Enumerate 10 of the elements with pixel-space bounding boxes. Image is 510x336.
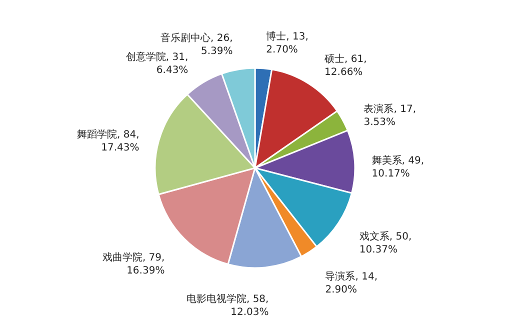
- slice-label: 舞美系, 49, 10.17%: [372, 154, 424, 180]
- slice-label: 表演系, 17, 3.53%: [364, 103, 416, 128]
- slice-label: 电影电视学院, 58, 12.03%: [186, 293, 269, 318]
- slice-label: 戏曲学院, 79, 16.39%: [102, 252, 165, 277]
- slice-label: 戏文系, 50, 10.37%: [359, 230, 412, 256]
- slice-label: 导演系, 14, 2.90%: [325, 270, 378, 296]
- slice-label: 博士, 13, 2.70%: [266, 30, 308, 56]
- slice-label: 创意学院, 31, 6.43%: [126, 50, 188, 76]
- slice-label: 硕士, 61, 12.66%: [324, 52, 367, 78]
- slice-label: 舞蹈学院, 84, 17.43%: [77, 128, 140, 154]
